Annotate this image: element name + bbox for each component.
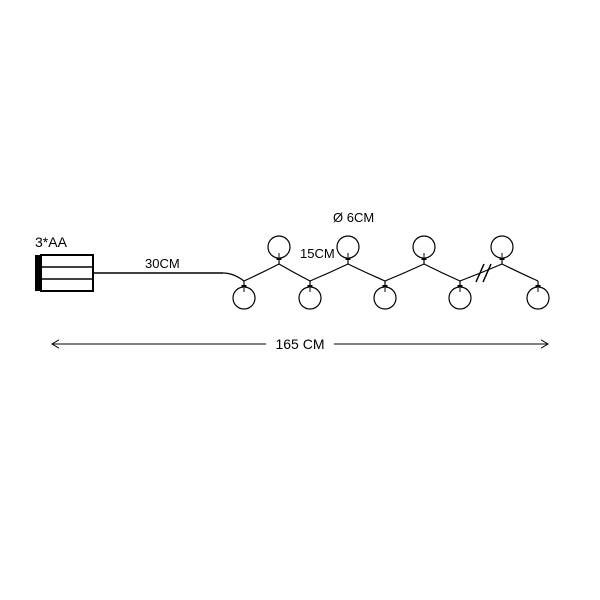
lead-wire-label: 30CM — [145, 256, 180, 271]
battery-label: 3*AA — [35, 234, 68, 250]
bulb-diameter-label: Ø 6CM — [333, 210, 374, 225]
string-wire — [223, 264, 538, 281]
bulb — [413, 236, 435, 264]
bulb — [268, 236, 290, 264]
string-light-diagram: 3*AA 30CM 15CM Ø 6CM 165 CM — [0, 0, 600, 600]
bulb — [233, 281, 255, 309]
bulb — [337, 236, 359, 264]
bulb — [449, 281, 471, 309]
bulb — [374, 281, 396, 309]
battery-box — [35, 255, 93, 291]
spacing-label: 15CM — [300, 246, 335, 261]
continuation-mark — [483, 264, 491, 282]
bulb — [527, 281, 549, 309]
dimension-label: 165 CM — [275, 336, 324, 352]
bulb — [299, 281, 321, 309]
continuation-mark — [476, 264, 484, 282]
bulb — [491, 236, 513, 264]
